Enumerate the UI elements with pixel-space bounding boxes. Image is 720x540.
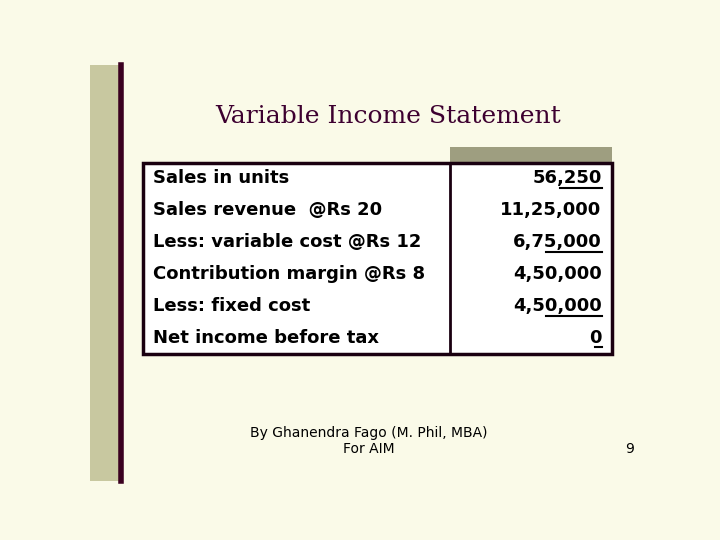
Text: 0: 0	[589, 329, 602, 347]
Text: 11,25,000: 11,25,000	[500, 201, 602, 219]
Text: Variable Income Statement: Variable Income Statement	[216, 105, 562, 129]
Text: Sales revenue  @Rs 20: Sales revenue @Rs 20	[153, 201, 382, 219]
Text: By Ghanendra Fago (M. Phil, MBA): By Ghanendra Fago (M. Phil, MBA)	[251, 426, 487, 440]
Text: Less: variable cost @Rs 12: Less: variable cost @Rs 12	[153, 233, 421, 251]
Text: 9: 9	[625, 442, 634, 456]
Bar	[450, 147, 612, 163]
Bar	[143, 163, 612, 354]
Text: Net income before tax: Net income before tax	[153, 329, 379, 347]
Text: 4,50,000: 4,50,000	[513, 297, 602, 315]
Text: 56,250: 56,250	[532, 170, 602, 187]
Text: Contribution margin @Rs 8: Contribution margin @Rs 8	[153, 265, 426, 283]
Text: Less: fixed cost: Less: fixed cost	[153, 297, 310, 315]
Text: Sales in units: Sales in units	[153, 170, 289, 187]
Text: 4,50,000: 4,50,000	[513, 265, 602, 283]
Text: 6,75,000: 6,75,000	[513, 233, 602, 251]
Text: For AIM: For AIM	[343, 442, 395, 456]
FancyBboxPatch shape	[90, 65, 121, 481]
